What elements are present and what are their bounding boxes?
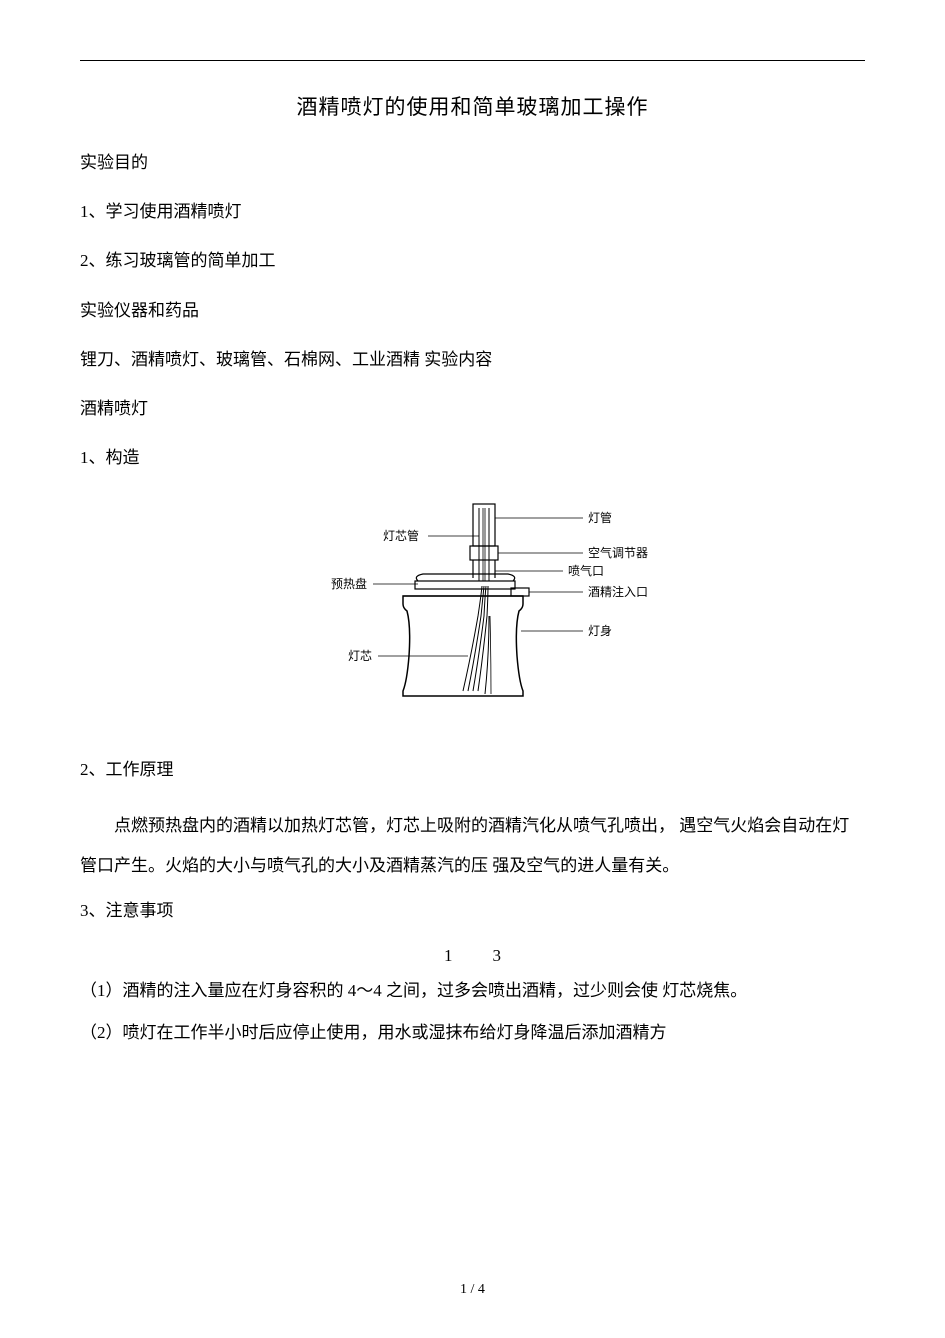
label-wick-tube: 灯芯管 xyxy=(383,528,419,543)
label-lamp-tube: 灯管 xyxy=(588,510,612,525)
apparatus-list: 锂刀、酒精喷灯、玻璃管、石棉网、工业酒精 实验内容 xyxy=(80,346,865,373)
label-air-regulator: 空气调节器 xyxy=(588,545,648,560)
note-item-2: （2）喷灯在工作半小时后应停止使用，用水或湿抹布给灯身降温后添加酒精方 xyxy=(80,1016,865,1050)
page-number: 1 / 4 xyxy=(0,1282,945,1298)
principle-heading: 2、工作原理 xyxy=(80,756,865,783)
content-area: 酒精喷灯的使用和简单玻璃加工操作 实验目的 1、学习使用酒精喷灯 2、练习玻璃管… xyxy=(80,60,865,1050)
label-preheat-pan: 预热盘 xyxy=(331,576,367,591)
label-lamp-body: 灯身 xyxy=(588,623,612,638)
page-title: 酒精喷灯的使用和简单玻璃加工操作 xyxy=(80,91,865,121)
label-spray-hole: 喷气口 xyxy=(568,563,604,578)
label-alcohol-inlet: 酒精注入口 xyxy=(588,584,648,599)
structure-heading: 1、构造 xyxy=(80,444,865,471)
note-item-1: （1）酒精的注入量应在灯身容积的 4～4 之间，过多会喷出酒精，过少则会使 灯芯… xyxy=(80,974,865,1008)
purpose-item-2: 2、练习玻璃管的简单加工 xyxy=(80,247,865,274)
purpose-heading: 实验目的 xyxy=(80,149,865,176)
burner-heading: 酒精喷灯 xyxy=(80,395,865,422)
apparatus-heading: 实验仪器和药品 xyxy=(80,297,865,324)
fraction-num-2: 3 xyxy=(491,946,503,966)
principle-text: 点燃预热盘内的酒精以加热灯芯管，灯芯上吸附的酒精汽化从喷气孔喷出， 遇空气火焰会… xyxy=(80,806,865,888)
burner-diagram-container: 灯管 灯芯管 空气调节器 喷气口 预热盘 酒精注入口 灯身 灯芯 xyxy=(80,496,865,726)
label-wick: 灯芯 xyxy=(348,649,372,663)
purpose-item-1: 1、学习使用酒精喷灯 xyxy=(80,198,865,225)
burner-diagram: 灯管 灯芯管 空气调节器 喷气口 预热盘 酒精注入口 灯身 灯芯 xyxy=(263,496,683,726)
fraction-num-1: 1 xyxy=(442,946,454,966)
notes-heading: 3、注意事项 xyxy=(80,897,865,924)
fraction-numerators: 1 3 xyxy=(80,946,865,966)
